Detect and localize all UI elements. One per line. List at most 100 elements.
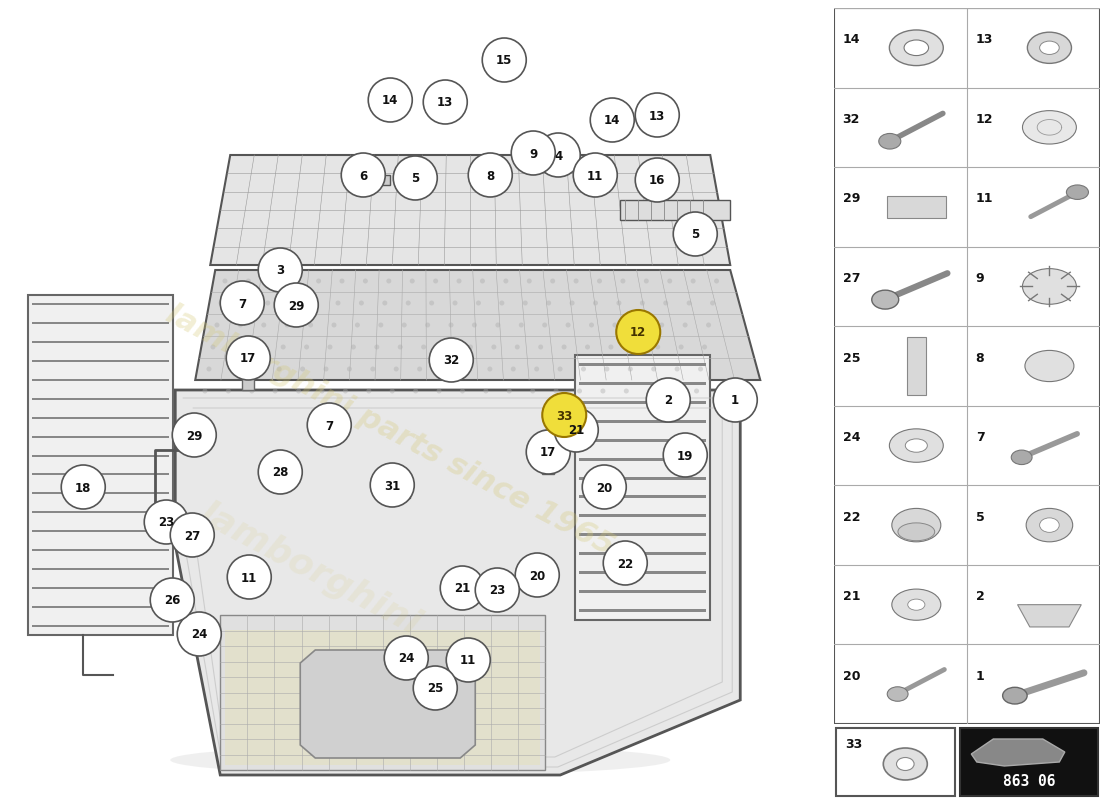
Circle shape [280,345,286,350]
Circle shape [673,212,717,256]
Circle shape [210,345,216,350]
Text: 32: 32 [443,354,460,367]
Polygon shape [32,322,169,324]
Text: 23: 23 [490,585,505,598]
Text: 7: 7 [976,431,984,444]
Circle shape [480,278,485,283]
Polygon shape [355,175,390,185]
Text: 27: 27 [184,530,200,542]
Circle shape [226,389,231,394]
Circle shape [492,345,496,350]
Polygon shape [887,196,946,218]
Text: 17: 17 [240,353,256,366]
Polygon shape [580,495,706,498]
Polygon shape [32,586,169,589]
Circle shape [558,366,562,371]
Circle shape [469,153,513,197]
Circle shape [207,366,211,371]
Text: 22: 22 [843,510,860,524]
Ellipse shape [1002,687,1027,704]
Text: 20: 20 [596,482,613,494]
Circle shape [316,278,321,283]
Circle shape [444,345,450,350]
Circle shape [258,248,303,292]
Circle shape [250,389,254,394]
Circle shape [437,389,441,394]
Circle shape [214,322,220,327]
Circle shape [482,38,526,82]
Polygon shape [580,363,706,366]
Circle shape [698,366,703,371]
Ellipse shape [872,290,899,309]
Circle shape [452,301,458,306]
Polygon shape [580,438,706,442]
Ellipse shape [908,599,925,610]
Ellipse shape [904,40,928,55]
Ellipse shape [898,523,935,541]
Circle shape [464,366,469,371]
Circle shape [468,345,473,350]
Circle shape [414,666,458,710]
Circle shape [616,301,622,306]
Circle shape [257,345,262,350]
Polygon shape [32,303,169,306]
Polygon shape [32,379,169,381]
Polygon shape [32,417,169,418]
Polygon shape [580,571,706,574]
Circle shape [394,156,438,200]
Circle shape [538,345,543,350]
Circle shape [328,345,332,350]
Text: 29: 29 [843,192,860,206]
Text: 29: 29 [288,299,305,313]
Text: lamborghini: lamborghini [194,498,427,642]
Text: 14: 14 [843,34,860,46]
Circle shape [593,301,598,306]
Polygon shape [32,492,169,494]
Text: 5: 5 [691,229,700,242]
Ellipse shape [890,30,944,66]
Circle shape [234,345,239,350]
Circle shape [603,541,647,585]
Ellipse shape [1040,518,1059,532]
Text: 29: 29 [186,430,202,442]
Text: ℕ: ℕ [495,58,513,78]
Circle shape [683,322,688,327]
Circle shape [656,345,660,350]
Circle shape [624,389,629,394]
Circle shape [526,430,570,474]
Text: lamborghini parts since 1965: lamborghini parts since 1965 [162,299,619,561]
Text: 17: 17 [540,446,557,459]
Circle shape [636,158,680,202]
Text: 24: 24 [191,629,208,642]
Circle shape [585,345,590,350]
Circle shape [647,378,691,422]
Text: 7: 7 [326,419,333,433]
Circle shape [578,389,582,394]
Circle shape [359,301,364,306]
Circle shape [499,301,505,306]
Bar [29,295,174,635]
Circle shape [691,278,695,283]
Circle shape [553,389,559,394]
Text: 21: 21 [843,590,860,603]
Circle shape [386,278,392,283]
Polygon shape [580,420,706,422]
Polygon shape [32,436,169,438]
Polygon shape [538,448,558,456]
Circle shape [227,336,271,380]
Polygon shape [971,739,1065,766]
Circle shape [384,636,428,680]
Circle shape [273,389,277,394]
Circle shape [547,301,551,306]
Text: 23: 23 [158,517,175,530]
Circle shape [402,322,407,327]
Circle shape [270,278,274,283]
Text: 31: 31 [384,479,400,493]
Circle shape [686,301,692,306]
Circle shape [253,366,258,371]
Circle shape [537,133,581,177]
Ellipse shape [896,758,914,770]
Ellipse shape [170,745,670,775]
Circle shape [440,566,484,610]
Circle shape [542,322,547,327]
